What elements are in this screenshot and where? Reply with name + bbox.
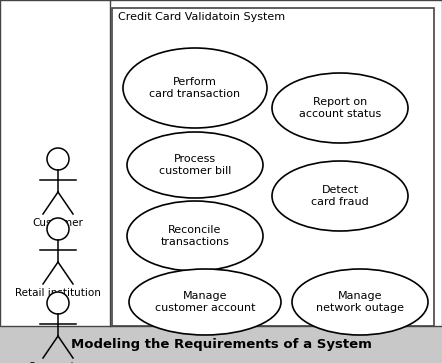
- Text: Credit Card Validatoin System: Credit Card Validatoin System: [118, 12, 285, 22]
- Text: Customer: Customer: [33, 218, 84, 228]
- Bar: [112, 8, 434, 326]
- Ellipse shape: [127, 132, 263, 198]
- Ellipse shape: [123, 48, 267, 128]
- Text: Sponsoring
financial
institution: Sponsoring financial institution: [29, 362, 88, 363]
- Ellipse shape: [292, 269, 428, 335]
- Ellipse shape: [272, 73, 408, 143]
- Bar: [0, 0, 442, 326]
- Text: Manage
network outage: Manage network outage: [316, 291, 404, 313]
- Text: Report on
account status: Report on account status: [299, 97, 381, 119]
- Bar: [0, 326, 442, 363]
- Circle shape: [47, 218, 69, 240]
- Ellipse shape: [129, 269, 281, 335]
- Ellipse shape: [272, 161, 408, 231]
- Text: Reconcile
transactions: Reconcile transactions: [160, 225, 229, 247]
- Text: Process
customer bill: Process customer bill: [159, 154, 231, 176]
- Text: Modeling the Requirements of a System: Modeling the Requirements of a System: [71, 338, 371, 351]
- Text: Retail institution: Retail institution: [15, 288, 101, 298]
- Ellipse shape: [127, 201, 263, 271]
- Circle shape: [47, 292, 69, 314]
- Text: Detect
card fraud: Detect card fraud: [311, 185, 369, 207]
- Text: Manage
customer account: Manage customer account: [155, 291, 255, 313]
- Text: Perform
card transaction: Perform card transaction: [149, 77, 240, 99]
- Circle shape: [47, 148, 69, 170]
